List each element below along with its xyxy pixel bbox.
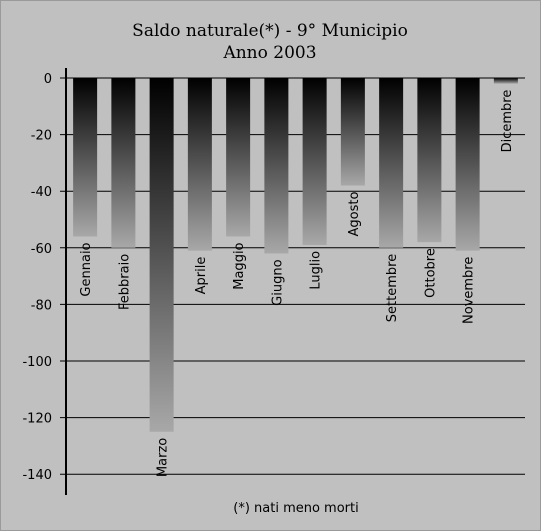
y-tick-label: -60 — [31, 242, 52, 257]
category-label-novembre: Novembre — [462, 257, 477, 324]
y-tick-label: -120 — [22, 412, 52, 427]
bar-maggio — [226, 78, 251, 237]
bar-novembre — [455, 78, 480, 251]
bars — [73, 78, 518, 432]
bar-gennaio — [73, 78, 98, 237]
category-labels: Gennaio Febbraio Marzo Aprile Maggio Giugno Lu… — [79, 90, 515, 477]
y-axis-tick-labels: 0 -20 -40 -60 -80 -100 -120 -140 — [22, 72, 52, 483]
footnote: (*) nati meno morti — [233, 501, 358, 516]
bar-settembre — [379, 78, 404, 248]
bar-giugno — [264, 78, 289, 254]
y-tick-label: -40 — [31, 185, 52, 200]
bar-luglio — [302, 78, 327, 245]
category-label-agosto: Agosto — [347, 192, 362, 237]
bar-agosto — [340, 78, 365, 186]
bar-dicembre — [493, 78, 518, 84]
y-tick-label: -20 — [31, 129, 52, 144]
bar-ottobre — [417, 78, 442, 243]
category-label-dicembre: Dicembre — [500, 90, 515, 153]
category-label-gennaio: Gennaio — [79, 242, 94, 296]
y-tick-label: -80 — [31, 298, 52, 313]
chart-subtitle: Anno 2003 — [222, 43, 316, 63]
bar-aprile — [187, 78, 212, 251]
y-tick-label: -140 — [22, 468, 52, 483]
category-label-ottobre: Ottobre — [423, 248, 438, 298]
y-tick-label: 0 — [44, 72, 52, 87]
category-label-aprile: Aprile — [194, 257, 209, 295]
category-label-marzo: Marzo — [156, 438, 171, 477]
category-label-febbraio: Febbraio — [117, 254, 132, 310]
chart-title: Saldo naturale(*) - 9° Municipio — [132, 21, 408, 41]
category-label-maggio: Maggio — [232, 242, 247, 289]
bar-febbraio — [111, 78, 136, 248]
category-label-settembre: Settembre — [385, 254, 400, 322]
bar-marzo — [149, 78, 174, 432]
category-label-luglio: Luglio — [309, 251, 324, 290]
gridlines — [60, 77, 525, 475]
y-tick-label: -100 — [22, 355, 52, 370]
category-label-giugno: Giugno — [270, 259, 285, 305]
